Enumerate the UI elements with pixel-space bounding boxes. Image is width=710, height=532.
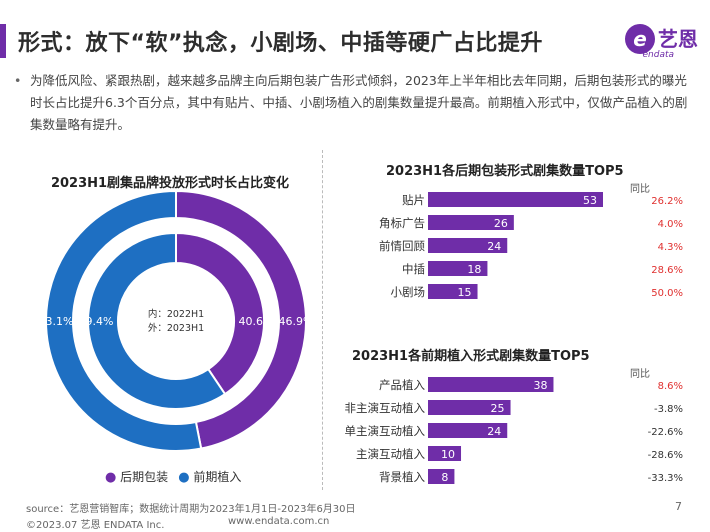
legend-label-post: 后期包装 [120, 470, 169, 484]
post-yoy-label-0: 26.2% [651, 196, 683, 207]
intro-paragraph: • 为降低风险、紧跟热剧，越来越多品牌主向后期包装广告形式倾斜，2023年上半年… [14, 70, 694, 136]
post-yoy-label-2: 4.3% [658, 242, 683, 253]
post-value-label-4: 15 [458, 286, 472, 299]
pre-yoy-label-4: -33.3% [648, 473, 683, 484]
pre-category-label-2: 单主演互动植入 [345, 424, 426, 438]
pre-category-label-4: 背景植入 [379, 470, 425, 484]
bullet-icon: • [14, 73, 22, 88]
pre-bar-0 [428, 377, 554, 392]
bar-chart-post-title: 2023H1各后期包装形式剧集数量TOP5 [386, 164, 624, 179]
donut-outer-slice-1 [45, 190, 203, 452]
logo-name: 艺恩 [658, 27, 698, 51]
legend-item-pre: ● 前期植入 [178, 468, 241, 485]
pre-category-label-3: 主演互动植入 [356, 447, 425, 461]
donut-inner-label-0: 40.6% [239, 315, 274, 328]
post-category-label-2: 前情回顾 [379, 239, 425, 253]
donut-inner-slice-1 [87, 231, 227, 410]
donut-inner-label-1: 59.4% [79, 315, 114, 328]
legend-label-pre: 前期植入 [193, 470, 242, 484]
post-yoy-label-3: 28.6% [651, 265, 683, 276]
footer-site: www.endata.com.cn [228, 516, 330, 527]
pre-category-label-1: 非主演互动植入 [345, 401, 426, 415]
pre-bar-3 [428, 446, 462, 461]
post-value-label-1: 26 [494, 217, 508, 230]
section-divider [322, 150, 323, 490]
footer-source: source：艺恩营销智库；数据统计周期为2023年1月1日-2023年6月30… [26, 504, 356, 515]
bar-chart-pre: 产品植入 38 8.6% 非主演互动植入 25 -3.8% 单主演互动植入 24 -22.6% 主… [345, 377, 683, 484]
page-title: 形式：放下“软”执念，小剧场、中插等硬广占比提升 [18, 31, 543, 56]
donut-inner-slice-0 [175, 231, 265, 396]
page-number: 7 [675, 500, 682, 513]
pre-yoy-label-3: -28.6% [648, 450, 683, 461]
bar-chart-pre-title: 2023H1各前期植入形式剧集数量TOP5 [352, 349, 590, 364]
donut-outer-label-1: 53.1% [45, 315, 73, 328]
title-accent-bar [0, 24, 6, 58]
bar-chart-post: 贴片 53 26.2% 角标广告 26 4.0% 前情回顾 24 4.3% 中插 18 28.6% 小剧… [379, 192, 683, 299]
donut-center-label-outer: 外：2023H1 [148, 322, 204, 334]
legend-item-post: ● 后期包装 [105, 468, 168, 485]
pre-value-label-4: 8 [441, 471, 448, 484]
bar-chart-post-yoy-header: 同比 [630, 184, 650, 195]
pre-bar-2 [428, 423, 508, 438]
post-value-label-3: 18 [467, 263, 481, 276]
post-bar-4 [428, 284, 478, 299]
post-category-label-3: 中插 [402, 262, 425, 276]
post-bar-3 [428, 261, 488, 276]
legend-dot-post-icon: ● [105, 470, 117, 485]
pre-value-label-2: 24 [487, 425, 501, 438]
donut-chart-title: 2023H1剧集品牌投放形式时长占比变化 [50, 176, 290, 191]
pre-category-label-0: 产品植入 [379, 378, 425, 392]
post-category-label-1: 角标广告 [379, 216, 425, 230]
donut-outer-slice-0 [175, 190, 307, 450]
post-bar-1 [428, 215, 514, 230]
post-value-label-0: 53 [583, 194, 597, 207]
post-category-label-0: 贴片 [402, 193, 425, 207]
post-category-label-4: 小剧场 [391, 285, 426, 299]
pre-value-label-0: 38 [533, 379, 547, 392]
pre-yoy-label-0: 8.6% [658, 381, 683, 392]
endata-logo: e 艺恩 [625, 24, 698, 54]
pre-value-label-3: 10 [441, 448, 455, 461]
donut-center-label-inner: 内：2022H1 [148, 308, 204, 320]
logo-subtext: endata [642, 50, 674, 60]
post-yoy-label-1: 4.0% [658, 219, 683, 230]
logo-mark: e [625, 24, 655, 54]
donut-chart: 46.9% 53.1% 40.6% 59.4% 内：2022H1 外：2023H1 [45, 190, 307, 452]
post-bar-0 [428, 192, 603, 207]
pre-bar-4 [428, 469, 455, 484]
donut-legend: ● 后期包装 ● 前期植入 [105, 468, 241, 485]
bar-chart-pre-yoy-header: 同比 [630, 369, 650, 380]
pre-value-label-1: 25 [491, 402, 505, 415]
donut-outer-label-0: 46.9% [279, 315, 307, 328]
post-bar-2 [428, 238, 508, 253]
pre-yoy-label-1: -3.8% [654, 404, 683, 415]
post-yoy-label-4: 50.0% [651, 288, 683, 299]
footer-copyright: ©2023.07 艺恩 ENDATA Inc. [26, 520, 165, 531]
legend-dot-pre-icon: ● [178, 470, 190, 485]
post-value-label-2: 24 [487, 240, 501, 253]
intro-text: 为降低风险、紧跟热剧，越来越多品牌主向后期包装广告形式倾斜，2023年上半年相比… [30, 73, 688, 132]
pre-bar-1 [428, 400, 511, 415]
pre-yoy-label-2: -22.6% [648, 427, 683, 438]
